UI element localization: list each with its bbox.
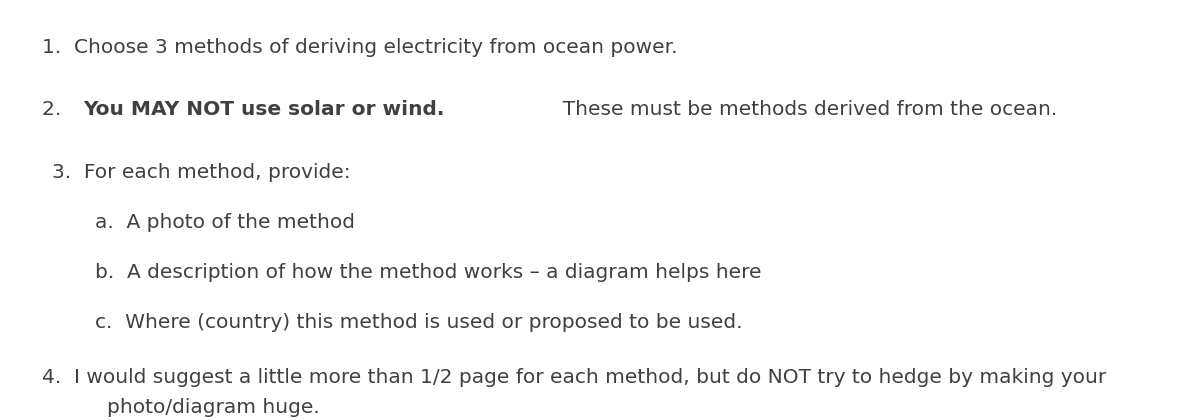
Text: b.  A description of how the method works – a diagram helps here: b. A description of how the method works…: [95, 263, 762, 282]
Text: a.  A photo of the method: a. A photo of the method: [95, 213, 355, 232]
Text: These must be methods derived from the ocean.: These must be methods derived from the o…: [550, 100, 1057, 119]
Text: 1.  Choose 3 methods of deriving electricity from ocean power.: 1. Choose 3 methods of deriving electric…: [42, 38, 678, 57]
Text: photo/diagram huge.: photo/diagram huge.: [107, 398, 319, 417]
Text: 4.  I would suggest a little more than 1/2 page for each method, but do NOT try : 4. I would suggest a little more than 1/…: [42, 368, 1106, 387]
Text: c.  Where (country) this method is used or proposed to be used.: c. Where (country) this method is used o…: [95, 313, 743, 332]
Text: 3.  For each method, provide:: 3. For each method, provide:: [52, 163, 350, 182]
Text: You MAY NOT use solar or wind.: You MAY NOT use solar or wind.: [83, 100, 445, 119]
Text: 2.: 2.: [42, 100, 74, 119]
